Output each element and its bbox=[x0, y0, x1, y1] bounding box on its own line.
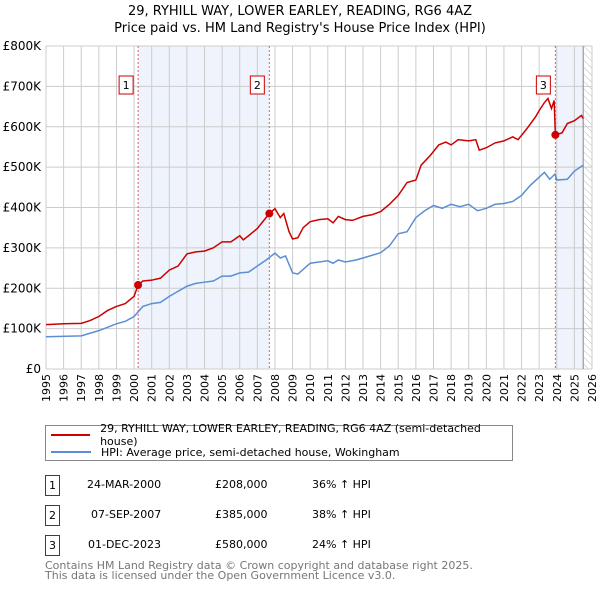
x-tick-label: 2017 bbox=[427, 374, 440, 402]
x-tick-label: 2026 bbox=[586, 374, 599, 402]
x-tick-label: 2010 bbox=[304, 374, 317, 402]
legend-item-hpi: HPI: Average price, semi-detached house,… bbox=[51, 444, 400, 460]
sale-marker: 1 bbox=[45, 475, 60, 496]
sale-label: 3 bbox=[540, 79, 547, 92]
sale-point bbox=[551, 130, 560, 139]
x-tick-label: 2006 bbox=[234, 374, 247, 402]
x-tick-label: 2021 bbox=[498, 374, 511, 402]
x-tick-label: 2022 bbox=[516, 374, 529, 402]
chart-subtitle: Price paid vs. HM Land Registry's House … bbox=[114, 21, 486, 36]
x-tick-label: 2001 bbox=[146, 374, 159, 402]
sale-hpi: 24% ↑ HPI bbox=[312, 538, 371, 551]
x-tick-label: 2018 bbox=[445, 374, 458, 402]
sale-label-box bbox=[535, 75, 551, 95]
sale-date: 07-SEP-2007 bbox=[91, 508, 162, 521]
legend: 29, RYHILL WAY, LOWER EARLEY, READING, R… bbox=[45, 422, 513, 461]
sale-date: 24-MAR-2000 bbox=[87, 478, 162, 491]
sale-label-box bbox=[118, 75, 134, 95]
x-tick-label: 1997 bbox=[75, 374, 88, 402]
sale-hpi: 36% ↑ HPI bbox=[312, 478, 371, 491]
legend-swatch-red bbox=[51, 434, 91, 436]
x-tick-label: 2015 bbox=[392, 374, 405, 402]
sale-price: £580,000 bbox=[215, 538, 268, 551]
sale-marker: 3 bbox=[45, 535, 60, 556]
sale-date: 01-DEC-2023 bbox=[88, 538, 162, 551]
y-tick-label: £0 bbox=[26, 362, 41, 376]
y-tick-label: £500K bbox=[3, 160, 43, 174]
sale-marker: 2 bbox=[45, 505, 60, 526]
legend-swatch-blue bbox=[51, 451, 91, 453]
x-tick-label: 2013 bbox=[357, 374, 370, 402]
x-tick-label: 2009 bbox=[287, 374, 300, 402]
x-tick-label: 1999 bbox=[110, 374, 123, 402]
footer: Contains HM Land Registry data © Crown c… bbox=[45, 559, 473, 582]
x-tick-label: 2002 bbox=[163, 374, 176, 402]
y-tick-label: £200K bbox=[3, 281, 43, 295]
chart-title: 29, RYHILL WAY, LOWER EARLEY, READING, R… bbox=[127, 4, 473, 19]
price-chart: 1995 1996 1997 1998 1999 2000 2001 2002 2003 2004… bbox=[3, 39, 599, 402]
y-tick-label: £700K bbox=[3, 79, 43, 93]
y-tick-label: £600K bbox=[3, 120, 43, 134]
x-tick-label: 2012 bbox=[339, 374, 352, 402]
sale-hpi: 38% ↑ HPI bbox=[312, 508, 371, 521]
sale-label: 2 bbox=[254, 79, 261, 92]
x-tick-label: 2004 bbox=[199, 374, 212, 402]
legend-label: HPI: Average price, semi-detached house,… bbox=[101, 445, 400, 459]
x-tick-label: 1995 bbox=[40, 374, 53, 402]
footer-line: Contains HM Land Registry data © Crown c… bbox=[45, 559, 473, 572]
x-tick-label: 1998 bbox=[93, 374, 106, 402]
x-tick-label: 2000 bbox=[128, 374, 141, 402]
legend-item-property: 29, RYHILL WAY, LOWER EARLEY, READING, R… bbox=[51, 422, 512, 448]
x-tick-label: 2024 bbox=[551, 374, 564, 402]
sale-label-box bbox=[249, 75, 265, 95]
footer-line: This data is licensed under the Open Gov… bbox=[45, 569, 396, 582]
x-tick-label: 2008 bbox=[269, 374, 282, 402]
sale-point bbox=[134, 281, 143, 290]
x-tick-label: 2025 bbox=[568, 374, 581, 402]
y-tick-label: £800K bbox=[3, 39, 43, 53]
x-tick-label: 2003 bbox=[181, 374, 194, 402]
sale-point bbox=[265, 209, 274, 218]
y-tick-label: £300K bbox=[3, 241, 43, 255]
y-tick-label: £100K bbox=[3, 322, 43, 336]
x-tick-label: 2016 bbox=[410, 374, 423, 402]
y-tick-label: £400K bbox=[3, 201, 43, 215]
legend-label: 29, RYHILL WAY, LOWER EARLEY, READING, R… bbox=[100, 422, 481, 448]
x-tick-label: 2020 bbox=[480, 374, 493, 402]
x-tick-label: 2014 bbox=[375, 374, 388, 402]
x-tick-label: 2007 bbox=[251, 374, 264, 402]
sale-label: 1 bbox=[123, 79, 130, 92]
x-tick-label: 2023 bbox=[533, 374, 546, 402]
sale-price: £208,000 bbox=[215, 478, 268, 491]
series-line bbox=[45, 164, 584, 338]
x-tick-label: 2019 bbox=[463, 374, 476, 402]
x-tick-label: 2005 bbox=[216, 374, 229, 402]
x-tick-label: 2011 bbox=[322, 374, 335, 402]
sale-price: £385,000 bbox=[215, 508, 268, 521]
series-line bbox=[45, 97, 584, 326]
x-tick-label: 1996 bbox=[58, 374, 71, 402]
